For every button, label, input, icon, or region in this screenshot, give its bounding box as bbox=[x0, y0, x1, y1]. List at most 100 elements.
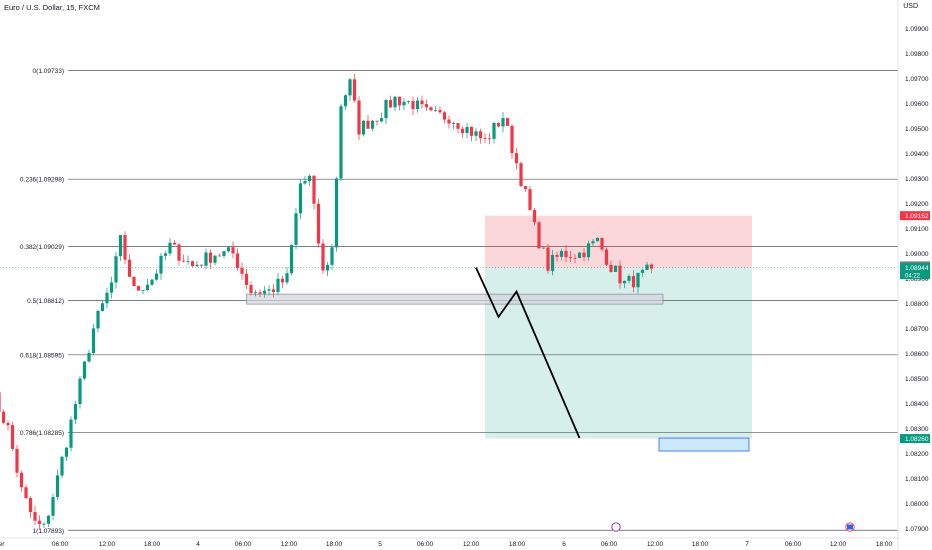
price-tick-label: 1.08000 bbox=[905, 501, 929, 508]
candle-body bbox=[492, 122, 496, 139]
candle-body bbox=[15, 448, 19, 473]
price-badge-countdown: 04:22 bbox=[905, 274, 921, 280]
candle-body bbox=[249, 284, 253, 294]
candle-body bbox=[159, 255, 163, 274]
candle-body bbox=[442, 112, 447, 120]
candle-body bbox=[325, 264, 330, 271]
candle-body bbox=[582, 252, 586, 258]
candle-body bbox=[222, 251, 226, 256]
stop-loss-zone[interactable] bbox=[485, 215, 752, 268]
price-tick-label: 1.09400 bbox=[905, 151, 929, 158]
candle-body bbox=[186, 261, 190, 263]
candle-body bbox=[195, 264, 199, 266]
projection-path[interactable] bbox=[475, 267, 581, 439]
time-tick-label: 7 bbox=[745, 541, 749, 548]
candle-body bbox=[177, 244, 181, 261]
candle-body bbox=[244, 273, 249, 285]
flag-icon bbox=[847, 524, 853, 530]
candle-body bbox=[141, 290, 145, 291]
candle-body bbox=[595, 237, 600, 242]
time-tick-label: 18:00 bbox=[144, 541, 161, 548]
price-tick-label: 1.09600 bbox=[905, 101, 929, 108]
fib-label: 0.236(1.09298) bbox=[20, 177, 64, 184]
candle-body bbox=[591, 241, 595, 244]
candle-body bbox=[465, 126, 469, 134]
candle-body bbox=[190, 261, 195, 266]
candle-body bbox=[181, 260, 186, 262]
candle-body bbox=[168, 242, 172, 254]
candle-body bbox=[510, 125, 514, 154]
time-tick-label: 06:00 bbox=[417, 541, 434, 548]
demand-zone[interactable] bbox=[246, 293, 664, 305]
candle-body bbox=[559, 250, 564, 257]
candle-body bbox=[501, 118, 505, 127]
time-tick-label: 18:00 bbox=[326, 541, 343, 548]
candle-body bbox=[375, 120, 379, 122]
time-tick-label: ber bbox=[0, 541, 5, 548]
candle-body bbox=[82, 361, 87, 379]
time-tick-label: 18:00 bbox=[509, 541, 526, 548]
candle-body bbox=[303, 181, 307, 184]
candle-body bbox=[348, 79, 352, 96]
candle-body bbox=[343, 95, 348, 107]
candle-body bbox=[406, 101, 411, 102]
candle-body bbox=[199, 264, 204, 266]
candle-body bbox=[393, 96, 397, 108]
candle-body bbox=[19, 472, 24, 488]
candle-body bbox=[294, 213, 298, 245]
candle-body bbox=[600, 237, 604, 250]
time-tick-label: 12:00 bbox=[281, 541, 298, 548]
time-tick-label: 06:00 bbox=[52, 541, 69, 548]
candle-body bbox=[357, 100, 361, 135]
candle-body bbox=[339, 106, 343, 179]
candle-body bbox=[55, 475, 60, 498]
candle-body bbox=[267, 289, 271, 291]
candle-body bbox=[289, 244, 294, 274]
candle-body bbox=[609, 264, 613, 272]
time-tick-label: 12:00 bbox=[463, 541, 480, 548]
candle-body bbox=[258, 292, 262, 294]
candle-body bbox=[622, 280, 627, 284]
target-zone[interactable] bbox=[658, 437, 750, 452]
candle-body bbox=[6, 422, 10, 426]
take-profit-zone[interactable] bbox=[485, 267, 752, 439]
candle-body bbox=[132, 276, 136, 287]
candle-body bbox=[568, 257, 573, 258]
candle-body bbox=[136, 286, 141, 291]
candle-body bbox=[10, 425, 15, 449]
price-tick-label: 1.09100 bbox=[905, 226, 929, 233]
candle-body bbox=[69, 419, 73, 448]
candle-body bbox=[42, 523, 46, 525]
candle-body bbox=[307, 175, 312, 182]
candle-body bbox=[240, 268, 244, 274]
price-badge-label: 1.08944 bbox=[905, 265, 929, 272]
candle-body bbox=[456, 123, 460, 129]
candle-body bbox=[523, 186, 528, 190]
candle-body bbox=[469, 126, 474, 136]
candle-body bbox=[631, 276, 636, 288]
candle-body bbox=[474, 131, 478, 136]
price-tick-label: 1.09200 bbox=[905, 201, 929, 208]
symbol-title: Euro / U.S. Dollar, 15, FXCM bbox=[4, 3, 100, 12]
candle-body bbox=[532, 209, 537, 223]
fib-label: 0.786(1.08285) bbox=[20, 430, 64, 437]
candle-body bbox=[60, 456, 64, 476]
candle-body bbox=[114, 256, 118, 283]
candle-body bbox=[640, 269, 645, 273]
candle-body bbox=[411, 101, 415, 110]
price-badge-label: 1.09152 bbox=[905, 213, 929, 220]
event-marker-f-icon[interactable] bbox=[611, 522, 621, 532]
price-tick-label: 1.08300 bbox=[905, 426, 929, 433]
candle-body bbox=[519, 163, 523, 187]
candle-body bbox=[51, 497, 55, 516]
fib-label: 0.618(1.08595) bbox=[20, 352, 64, 359]
candle-body bbox=[613, 265, 618, 272]
price-tick-label: 1.08400 bbox=[905, 401, 929, 408]
candle-body bbox=[262, 290, 267, 294]
price-tick-label: 1.08500 bbox=[905, 376, 929, 383]
candle-body bbox=[564, 250, 568, 258]
candle-body bbox=[271, 289, 276, 292]
candle-body bbox=[649, 264, 654, 269]
